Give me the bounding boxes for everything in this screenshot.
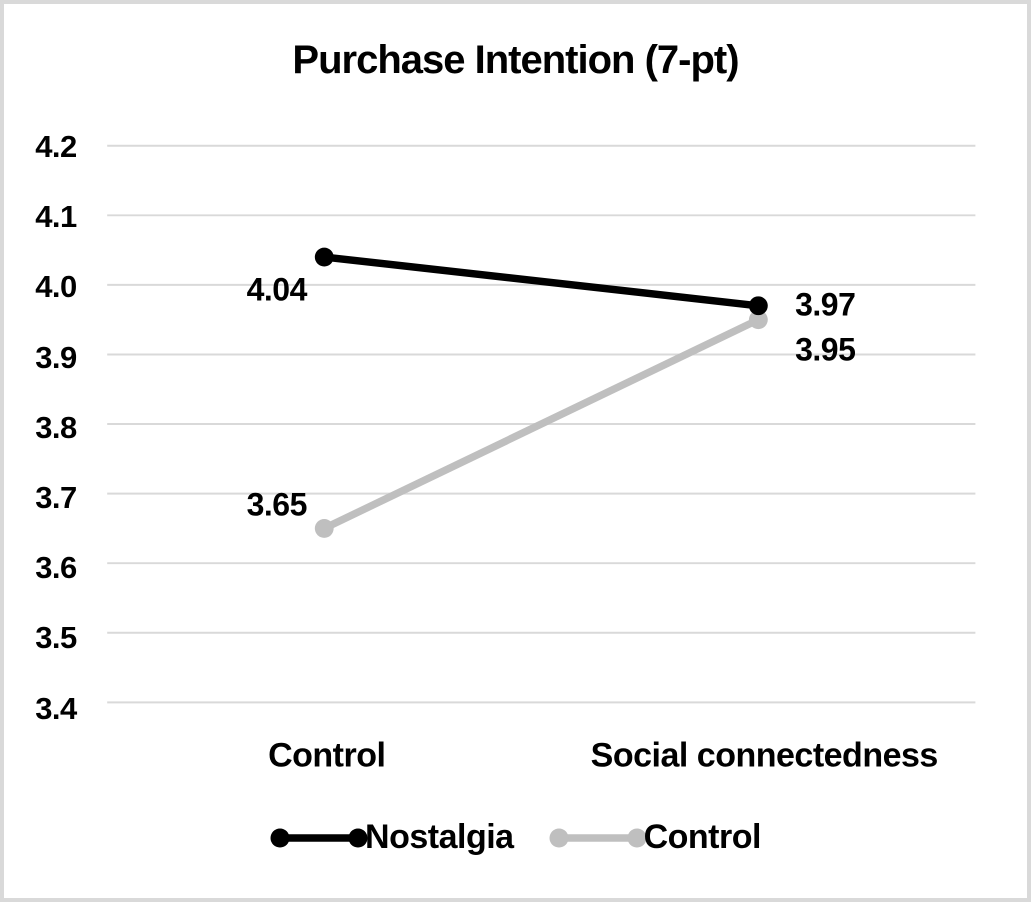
chart-title: Purchase Intention (7-pt) <box>292 38 739 82</box>
y-tick-label: 3.9 <box>35 339 77 375</box>
y-tick-label: 4.2 <box>35 129 77 164</box>
data-point-marker-control <box>314 518 334 538</box>
y-tick-label: 4.1 <box>35 199 77 235</box>
y-tick-label: 3.6 <box>35 550 77 586</box>
point-label: 4.04 <box>246 271 308 308</box>
legend-item-control: Control <box>549 818 761 857</box>
point-label: 3.95 <box>795 331 856 367</box>
y-tick-label: 3.7 <box>35 480 77 515</box>
legend: Nostalgia Control <box>4 818 1027 857</box>
plot-area <box>107 144 976 704</box>
point-label: 3.65 <box>246 486 308 523</box>
series-line-control <box>322 316 760 532</box>
legend-label: Nostalgia <box>365 818 514 856</box>
x-axis-label: Control <box>268 736 386 775</box>
legend-marker-icon <box>270 828 368 847</box>
y-tick-label: 3.5 <box>35 620 77 656</box>
data-point-marker-nostalgia <box>314 247 334 267</box>
point-label: 3.97 <box>795 286 856 323</box>
x-axis-label: Social connectedness <box>590 736 939 775</box>
legend-item-nostalgia: Nostalgia <box>270 818 514 857</box>
data-point-marker-control <box>748 310 768 330</box>
series-line-nostalgia <box>323 253 759 310</box>
y-tick-label: 4.0 <box>35 269 77 305</box>
legend-marker-icon <box>549 828 647 847</box>
legend-label: Control <box>643 818 762 856</box>
y-tick-label: 3.4 <box>35 690 77 726</box>
data-point-marker-nostalgia <box>748 296 768 316</box>
y-tick-label: 3.8 <box>35 409 77 445</box>
